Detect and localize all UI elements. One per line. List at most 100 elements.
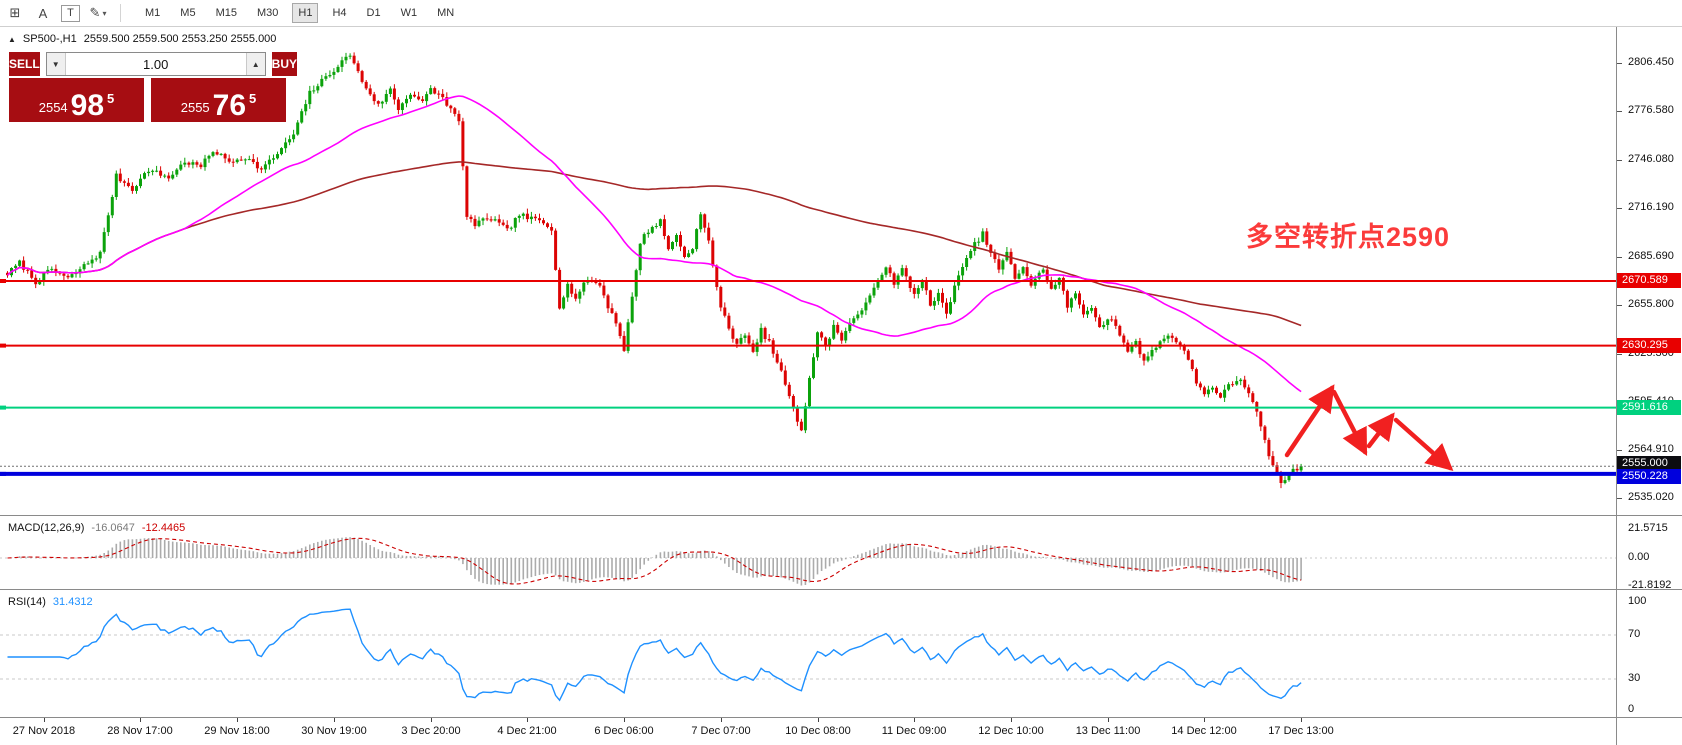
timeframe-m1-button[interactable]: M1	[145, 7, 161, 19]
ma-slow-line	[6, 161, 1302, 327]
toolbar-separator	[120, 4, 121, 22]
time-axis-tick	[1204, 718, 1205, 722]
price-scale-tick	[1616, 208, 1622, 209]
time-axis-label: 10 Dec 08:00	[785, 725, 851, 737]
buy-price-button[interactable]: 2555 76 5	[151, 78, 286, 122]
toolbar: ⊞ A T ✎ ▾ M1 M5 M15 M30 H1 H4 D1 W1 MN	[0, 0, 1682, 27]
buy-button[interactable]: BUY	[271, 52, 298, 76]
price-scale[interactable]: 2806.450 2776.580 2746.080 2716.190 2685.690…	[1616, 27, 1682, 745]
candlestick-series	[6, 52, 1303, 489]
buy-price-prefix: 2555	[180, 100, 210, 115]
price-scale-tick	[1616, 498, 1622, 499]
timeframe-w1-button[interactable]: W1	[400, 7, 418, 19]
price-tag-2550.228: 2550.228	[1617, 469, 1681, 484]
chart-grid-icon[interactable]: ⊞	[9, 5, 21, 20]
one-click-trading-panel: SELL ▼ ▲ BUY 2554 98 5 2555 76 5	[9, 52, 298, 122]
price-scale-divider[interactable]	[1616, 27, 1617, 745]
time-axis-tick	[44, 718, 45, 722]
time-axis-tick	[334, 718, 335, 722]
price-tag-2630.295: 2630.295	[1617, 338, 1681, 353]
timeframe-h1-button[interactable]: H1	[292, 3, 319, 23]
rsi-scale-label: 0	[1628, 703, 1635, 715]
time-axis-tick	[140, 718, 141, 722]
collapse-chart-icon[interactable]: ▲	[8, 34, 16, 44]
price-tag-2591.616: 2591.616	[1617, 400, 1681, 415]
ma-fast-line	[6, 95, 1302, 393]
volume-increase-button[interactable]: ▲	[245, 53, 265, 75]
macd-signal-line	[7, 537, 1302, 585]
sell-price-big: 98	[70, 89, 105, 122]
rsi-scale-label: 70	[1628, 628, 1641, 640]
macd-scale-label: 0.00	[1628, 551, 1650, 563]
price-scale-label: 2746.080	[1628, 153, 1674, 165]
time-axis[interactable]: 27 Nov 2018 28 Nov 17:00 29 Nov 18:00 30 No…	[0, 718, 1682, 745]
price-scale-tick	[1616, 305, 1622, 306]
sell-price-prefix: 2554	[38, 100, 68, 115]
macd-scale-label: -21.8192	[1628, 579, 1672, 591]
macd-panel-divider[interactable]	[0, 515, 1682, 516]
rsi-scale-label: 100	[1628, 595, 1647, 607]
timeframe-h4-button[interactable]: H4	[332, 7, 347, 19]
macd-scale-label: 21.5715	[1628, 522, 1668, 534]
price-tag-2670.589: 2670.589	[1617, 273, 1681, 288]
time-axis-divider	[0, 717, 1682, 718]
sell-price-sup: 5	[107, 91, 115, 106]
sell-price-button[interactable]: 2554 98 5	[9, 78, 144, 122]
rsi-line	[7, 608, 1302, 702]
annotation-tools: ⊞ A T ✎ ▾	[0, 3, 108, 23]
rsi-panel-surface[interactable]	[0, 590, 1616, 718]
time-axis-label: 3 Dec 20:00	[401, 725, 461, 737]
chart-window: ▲ SP500-,H1 2559.500 2559.500 2553.250 2…	[0, 27, 1682, 745]
time-axis-tick	[721, 718, 722, 722]
time-axis-label: 6 Dec 06:00	[594, 725, 654, 737]
volume-stepper: ▼ ▲	[45, 52, 266, 76]
timeframe-mn-button[interactable]: MN	[437, 7, 455, 19]
time-axis-label: 29 Nov 18:00	[204, 725, 270, 737]
sell-button[interactable]: SELL	[9, 52, 40, 76]
timeframe-m15-button[interactable]: M15	[215, 7, 237, 19]
time-axis-label: 12 Dec 10:00	[978, 725, 1044, 737]
time-axis-label: 4 Dec 21:00	[497, 725, 557, 737]
time-axis-label: 30 Nov 19:00	[301, 725, 367, 737]
level-anchor-2550.228	[0, 471, 6, 476]
price-scale-label: 2776.580	[1628, 104, 1674, 116]
time-axis-tick	[914, 718, 915, 722]
price-scale-tick	[1616, 354, 1622, 355]
buy-price-sup: 5	[249, 91, 257, 106]
forecast-arrows	[1284, 384, 1454, 471]
price-scale-tick	[1616, 450, 1622, 451]
rsi-scale-label: 30	[1628, 672, 1641, 684]
volume-input[interactable]	[65, 53, 246, 75]
time-axis-tick	[818, 718, 819, 722]
rsi-panel-divider[interactable]	[0, 589, 1682, 590]
time-axis-label: 28 Nov 17:00	[107, 725, 173, 737]
text-annotation-icon[interactable]: A	[38, 5, 48, 21]
macd-panel-surface[interactable]	[0, 516, 1616, 590]
price-chart-surface[interactable]	[0, 27, 1616, 516]
timeframe-m30-button[interactable]: M30	[256, 7, 279, 19]
price-scale-tick	[1616, 111, 1622, 112]
timeframe-d1-button[interactable]: D1	[366, 7, 381, 19]
time-axis-label: 13 Dec 11:00	[1075, 725, 1141, 737]
price-scale-label: 2806.450	[1628, 56, 1674, 68]
text-label-icon[interactable]: T	[61, 4, 80, 22]
price-scale-tick	[1616, 257, 1622, 258]
draw-tools-button[interactable]: ✎ ▾	[88, 3, 108, 23]
timeframe-m5-button[interactable]: M5	[180, 7, 196, 19]
symbol-period-label: SP500-,H1	[22, 33, 77, 45]
volume-decrease-button[interactable]: ▼	[46, 53, 66, 75]
price-scale-label: 2655.800	[1628, 298, 1674, 310]
time-axis-tick	[527, 718, 528, 722]
price-scale-label: 2685.690	[1628, 250, 1674, 262]
macd-value-signal: -12.4465	[141, 522, 186, 534]
rsi-name: RSI(14)	[8, 596, 46, 608]
time-axis-tick	[1301, 718, 1302, 722]
price-scale-label: 2535.020	[1628, 491, 1674, 503]
ohlc-values: 2559.500 2559.500 2553.250 2555.000	[83, 33, 277, 45]
price-scale-label: 2716.190	[1628, 201, 1674, 213]
time-axis-tick	[1011, 718, 1012, 722]
rsi-label: RSI(14) 31.4312	[8, 596, 93, 608]
level-anchor-2670.589	[0, 279, 6, 283]
rsi-value: 31.4312	[52, 596, 93, 608]
